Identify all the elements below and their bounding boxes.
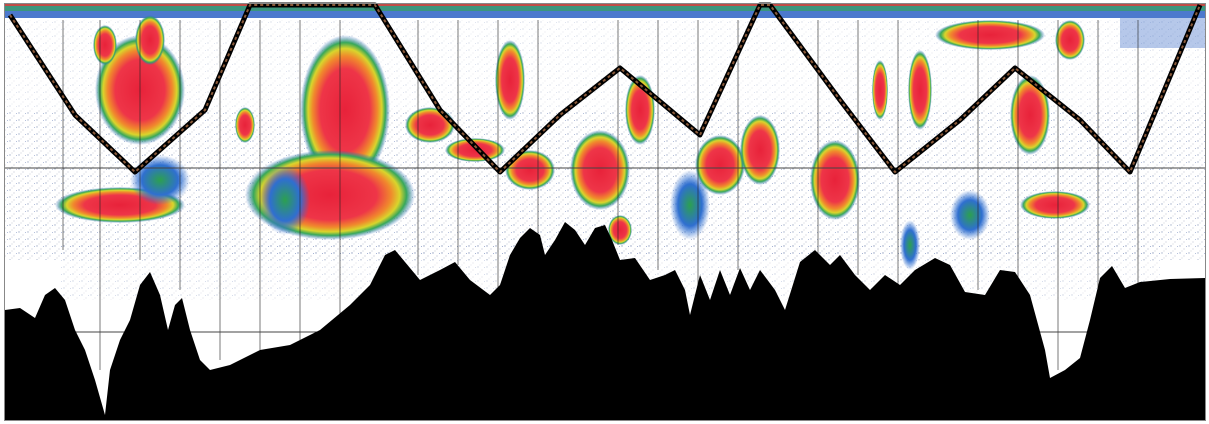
page: {}: [0, 0, 1209, 424]
echogram: [0, 0, 1209, 424]
